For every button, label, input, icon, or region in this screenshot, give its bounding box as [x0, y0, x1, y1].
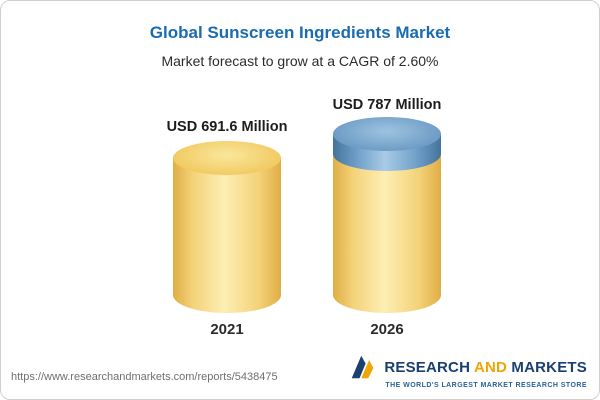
cylinder-cap-yellow [173, 141, 281, 175]
logo-word-markets: MARKETS [511, 358, 587, 376]
x-axis-label-2021: 2021 [210, 321, 244, 338]
logo-tagline: THE WORLD'S LARGEST MARKET RESEARCH STOR… [385, 382, 587, 389]
cylinder-cap-blue [333, 117, 441, 151]
bar-value-label-2026: USD 787 Million [332, 97, 442, 113]
cylinder-bar-2026 [333, 117, 441, 313]
researchandmarkets-logo: RESEARCH AND MARKETS THE WORLD'S LARGEST… [349, 354, 587, 389]
cylinder-bar-2021 [173, 141, 281, 313]
researchandmarkets-logo-icon [352, 355, 374, 379]
cylinder-body-yellow [173, 158, 281, 313]
bar-value-label-2021: USD 691.6 Million [166, 119, 288, 135]
logo-word-and: AND [473, 358, 508, 376]
logo-word-research: RESEARCH [384, 358, 471, 376]
source-url-link[interactable]: https://www.researchandmarkets.com/repor… [11, 371, 278, 383]
logo-wordmark: RESEARCH AND MARKETS [384, 359, 587, 376]
x-axis-label-2026: 2026 [370, 321, 404, 338]
chart-title: Global Sunscreen Ingredients Market [149, 23, 451, 42]
chart-subtitle: Market forecast to grow at a CAGR of 2.6… [161, 53, 439, 69]
